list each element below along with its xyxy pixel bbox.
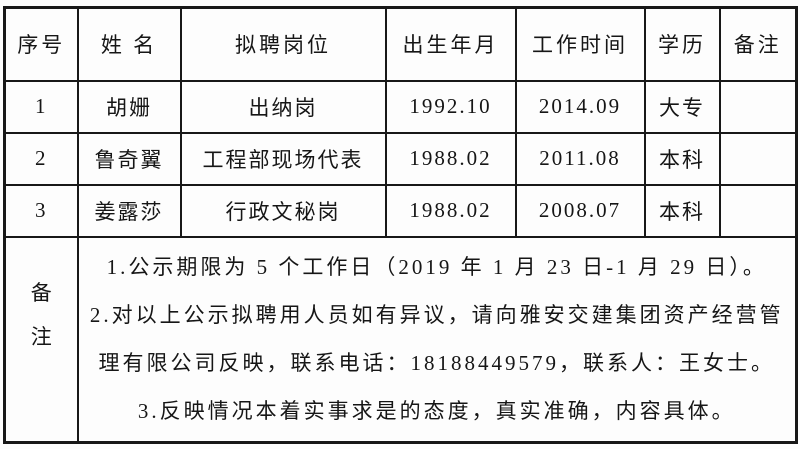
recruitment-publicity-table: 序号 姓 名 拟聘岗位 出生年月 工作时间 学历 备注 1 胡姗 出纳岗 199… <box>3 6 798 444</box>
cell-serial-number: 3 <box>3 183 79 238</box>
cell-remark <box>718 131 798 186</box>
cell-education: 大专 <box>643 79 721 134</box>
table-row: 2 鲁奇翼 工程部现场代表 1988.02 2011.08 本科 <box>3 131 798 186</box>
cell-serial-number: 2 <box>3 131 79 186</box>
cell-proposed-position: 工程部现场代表 <box>179 131 387 186</box>
cell-birth-date: 1988.02 <box>384 131 517 186</box>
header-remarks: 备注 <box>718 6 798 82</box>
cell-remark <box>718 79 798 134</box>
remarks-label-cell: 备注 <box>3 235 79 444</box>
remarks-label: 备注 <box>30 281 52 350</box>
cell-name: 鲁奇翼 <box>76 131 182 186</box>
header-education: 学历 <box>643 6 721 82</box>
cell-birth-date: 1992.10 <box>384 79 517 134</box>
header-proposed-position: 拟聘岗位 <box>179 6 387 82</box>
remarks-content-cell: 1.公示期限为 5 个工作日（2019 年 1 月 23 日-1 月 29 日）… <box>76 235 798 444</box>
cell-education: 本科 <box>643 183 721 238</box>
cell-birth-date: 1988.02 <box>384 183 517 238</box>
remarks-note-1: 1.公示期限为 5 个工作日（2019 年 1 月 23 日-1 月 29 日）… <box>106 255 767 280</box>
cell-name: 胡姗 <box>76 79 182 134</box>
table-row: 1 胡姗 出纳岗 1992.10 2014.09 大专 <box>3 79 798 134</box>
header-birth-date: 出生年月 <box>384 6 517 82</box>
cell-remark <box>718 183 798 238</box>
cell-work-start-date: 2008.07 <box>514 183 646 238</box>
table-row: 3 姜露莎 行政文秘岗 1988.02 2008.07 本科 <box>3 183 798 238</box>
header-work-start-date: 工作时间 <box>514 6 646 82</box>
cell-proposed-position: 出纳岗 <box>179 79 387 134</box>
cell-work-start-date: 2011.08 <box>514 131 646 186</box>
header-serial-number: 序号 <box>3 6 79 82</box>
remarks-note-3: 3.反映情况本着实事求是的态度，真实准确，内容具体。 <box>137 399 736 424</box>
cell-name: 姜露莎 <box>76 183 182 238</box>
header-name: 姓 名 <box>76 6 182 82</box>
cell-serial-number: 1 <box>3 79 79 134</box>
remarks-row: 备注 1.公示期限为 5 个工作日（2019 年 1 月 23 日-1 月 29… <box>3 235 798 444</box>
table-header-row: 序号 姓 名 拟聘岗位 出生年月 工作时间 学历 备注 <box>3 6 798 82</box>
cell-education: 本科 <box>643 131 721 186</box>
cell-proposed-position: 行政文秘岗 <box>179 183 387 238</box>
remarks-note-2: 2.对以上公示拟聘用人员如有异议，请向雅安交建集团资产经营管理有限公司反映，联系… <box>89 303 784 376</box>
cell-work-start-date: 2014.09 <box>514 79 646 134</box>
